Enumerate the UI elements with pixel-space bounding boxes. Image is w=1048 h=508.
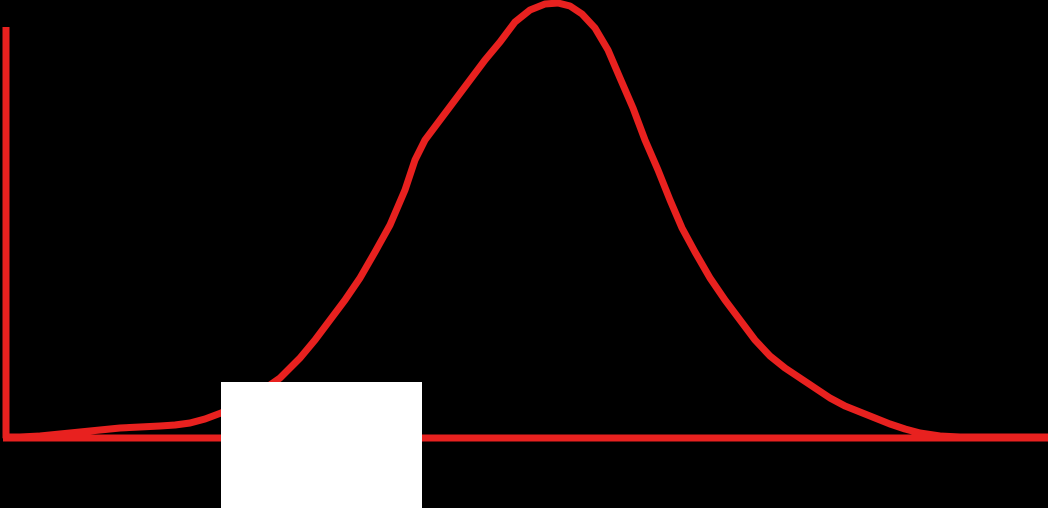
white-occlusion-rectangle xyxy=(221,382,422,508)
distribution-curve xyxy=(2,0,1048,441)
